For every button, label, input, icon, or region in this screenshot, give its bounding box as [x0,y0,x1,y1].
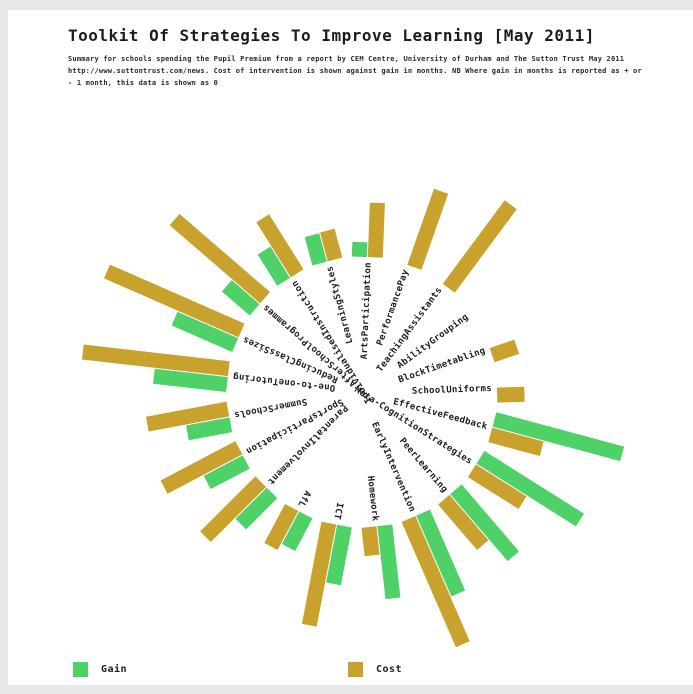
category-label: Homework [365,475,380,522]
category-label: SummerSchools [233,396,308,420]
gain-bar [377,524,401,600]
cost-bar [200,476,267,542]
legend-gain-label: Gain [101,663,128,675]
gain-bar [171,311,239,352]
cost-bar [104,264,245,338]
chart-header: Toolkit Of Strategies To Improve Learnin… [68,26,642,89]
cost-bar [367,202,385,258]
gain-bar [304,233,327,266]
category-group: ReducingClassSizes [104,264,340,385]
cost-bar [81,344,230,377]
category-label: ArtsParticipation [359,262,374,360]
subtitle-line-1: Summary for schools spending the Pupil P… [68,55,625,63]
category-label: SchoolUniforms [412,383,492,397]
cost-bar [160,441,243,494]
subtitle-line-3: - 1 month, this data is shown as 0 [68,79,219,87]
gain-swatch-icon [73,661,88,677]
gain-bar [326,524,352,586]
page-background [8,10,693,685]
gain-bar [351,241,368,258]
cost-bar [496,386,525,403]
category-group: One-to-oneTutoring [81,344,336,393]
legend-cost: Cost [348,661,402,677]
legend-cost-label: Cost [376,663,403,675]
gain-bar [186,417,233,441]
gain-bar [203,455,250,490]
category-group: ArtsParticipation [351,202,385,360]
gain-bar [235,487,278,530]
cost-bar [467,464,527,510]
gain-bar [416,509,466,597]
cost-bar [407,188,449,270]
category-group: Homework [361,475,401,600]
cost-bar [320,228,343,262]
gain-bar [450,484,520,562]
cost-bar [442,200,517,293]
gain-bar [492,412,625,462]
cost-bar [361,526,380,557]
cost-bar [169,213,270,304]
category-group: ICT [301,502,352,627]
cost-bar [145,401,230,432]
gain-bar [221,280,260,316]
cost-bar [264,503,299,551]
category-group: SummerSchools [145,396,308,441]
page-title: Toolkit Of Strategies To Improve Learnin… [68,26,595,45]
cost-bar [401,516,470,648]
category-label: AfL [295,489,312,509]
cost-bar [301,521,337,627]
page-subtitle: Summary for schools spending the Pupil P… [68,53,642,89]
cost-bar [256,214,304,278]
cost-bar [489,339,520,363]
cost-swatch-icon [348,661,363,677]
gain-bar [257,246,290,286]
cost-bar [438,494,489,550]
cost-bar [488,427,544,457]
legend-gain: Gain [73,661,127,677]
category-label: ICT [331,502,344,521]
gain-bar [281,511,313,551]
subtitle-line-2: http://www.suttontrust.com/news. Cost of… [68,67,642,75]
gain-bar [476,450,584,527]
category-group: SchoolUniforms [412,383,525,403]
gain-bar [153,368,228,393]
